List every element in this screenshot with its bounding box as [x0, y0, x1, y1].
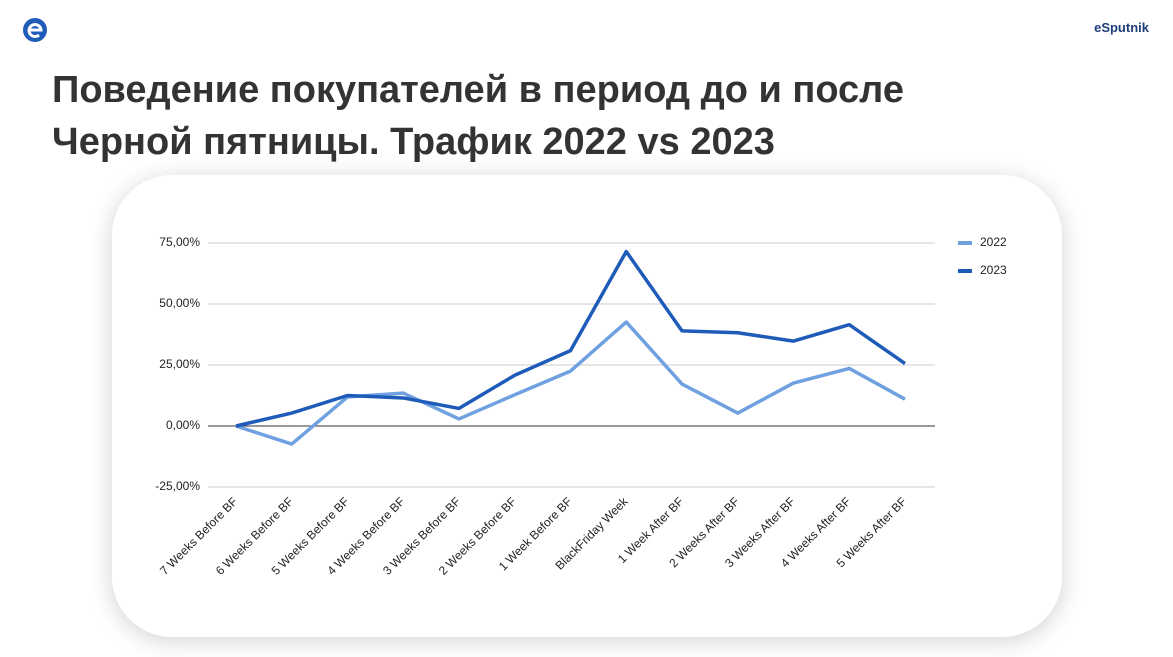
- legend-label: 2022: [980, 235, 1007, 249]
- y-tick-label: 50,00%: [159, 296, 200, 310]
- title: Поведение покупателей в период до и посл…: [52, 69, 904, 163]
- series-line: [235, 249, 906, 428]
- chart-card: [112, 175, 1062, 637]
- brand: eSputnik: [1094, 20, 1149, 35]
- y-tick-label: 25,00%: [159, 357, 200, 371]
- legend-label: 2023: [980, 263, 1007, 277]
- y-tick-label: 75,00%: [159, 235, 200, 249]
- y-tick-label: -25,00%: [155, 479, 200, 493]
- y-tick-label: 0,00%: [166, 418, 200, 432]
- logo: [23, 18, 47, 42]
